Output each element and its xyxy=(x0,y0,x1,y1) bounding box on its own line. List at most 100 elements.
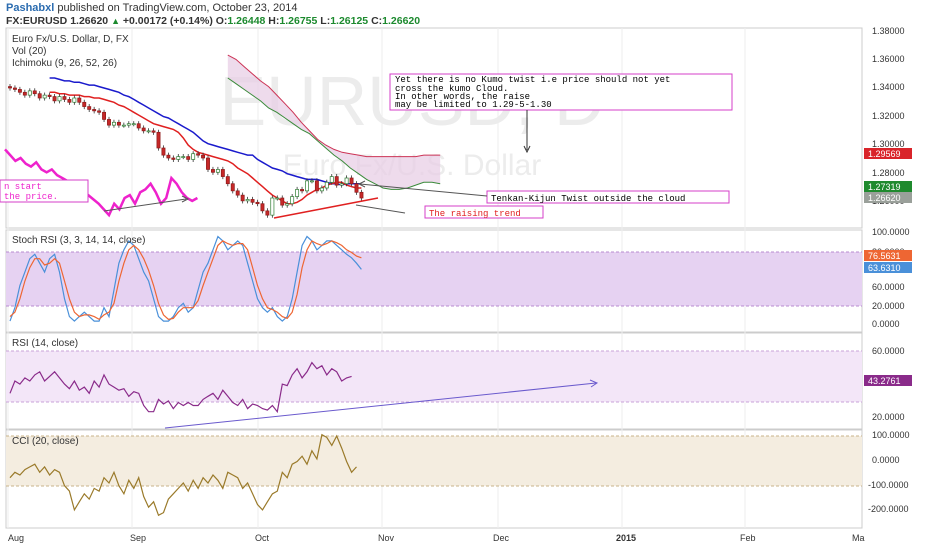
cci-band xyxy=(6,436,862,486)
candle xyxy=(201,152,205,161)
candle-body xyxy=(161,147,166,156)
symbol: FX:EURUSD xyxy=(6,15,68,27)
candle-body xyxy=(136,123,141,129)
candle-body xyxy=(230,183,235,192)
annotation-trend[interactable]: The raising trend xyxy=(424,205,544,219)
candle-body xyxy=(72,97,77,103)
candle-body xyxy=(146,130,151,133)
candle-body xyxy=(57,96,62,102)
candle-body xyxy=(324,181,329,189)
candle xyxy=(156,129,161,151)
rsi-trend-line xyxy=(164,382,597,429)
candle-body xyxy=(27,90,32,96)
candle xyxy=(136,121,141,131)
candle-body xyxy=(245,199,250,202)
kumo-line-4: may be limited to 1.29-5-1.30 xyxy=(395,100,552,110)
low-value: 1.26125 xyxy=(330,15,369,27)
candle xyxy=(280,195,285,208)
stoch-d-line xyxy=(9,240,362,321)
candle-body xyxy=(62,96,67,100)
candle xyxy=(176,154,181,162)
candle-body xyxy=(314,180,319,192)
candle xyxy=(260,201,265,214)
publish-line: Pashabxl published on TradingView.com, O… xyxy=(6,2,298,14)
candle-body xyxy=(52,96,57,102)
candle-body xyxy=(126,123,131,126)
candles xyxy=(8,84,364,218)
candle xyxy=(131,121,136,127)
lagging-span-line xyxy=(4,148,199,218)
candle-body xyxy=(102,111,106,120)
ytick-main-5: 1.28000 xyxy=(872,168,905,178)
candle xyxy=(146,128,151,134)
candle xyxy=(220,166,225,180)
ytick-rsi-1: 20.0000 xyxy=(872,412,905,422)
xtick-4: Dec xyxy=(493,533,510,543)
candle xyxy=(52,94,57,104)
ytick-cci-1: 0.0000 xyxy=(872,455,900,465)
candle-body xyxy=(240,194,245,202)
candle-body xyxy=(121,124,126,127)
close-value: 1.26620 xyxy=(382,15,421,27)
candle-body xyxy=(87,106,92,110)
candle-body xyxy=(42,94,47,99)
ytick-stoch-0: 100.0000 xyxy=(872,227,910,237)
candle-body xyxy=(354,183,359,193)
candle xyxy=(8,84,12,91)
vol-label: Vol (20) xyxy=(12,46,46,57)
published-text: published on TradingView.com, October 23… xyxy=(57,2,298,14)
annotation-left[interactable]: n start the price. xyxy=(0,179,89,203)
candle-body xyxy=(310,180,314,183)
candle-body xyxy=(349,177,354,185)
candle xyxy=(211,166,215,175)
xtick-2: Oct xyxy=(255,533,270,543)
kijun-line xyxy=(49,77,362,186)
annotation-kumo[interactable]: Yet there is no Kumo twist i.e price sho… xyxy=(389,73,733,111)
candle xyxy=(27,88,32,98)
candle xyxy=(97,108,102,115)
candle xyxy=(206,155,210,172)
candle-body xyxy=(206,157,210,170)
annotation-tk[interactable]: Tenkan-Kijun Twist outside the cloud xyxy=(486,190,730,204)
label-rsi: 43.2761 xyxy=(868,376,901,386)
xtick-0: Aug xyxy=(8,533,24,543)
label-tenkan: 1.27319 xyxy=(868,182,901,192)
candle xyxy=(359,189,364,201)
candle-body xyxy=(215,169,220,173)
candle xyxy=(319,185,324,194)
author-link[interactable]: Pashabxl xyxy=(6,2,55,14)
candle xyxy=(126,121,131,128)
candle xyxy=(196,151,201,158)
rsi-line xyxy=(9,361,352,414)
candle xyxy=(32,88,37,97)
candle xyxy=(62,94,67,102)
symbol-line: FX:EURUSD 1.26620 ▲ +0.00172 (+0.14%) O:… xyxy=(6,15,421,27)
candle-body xyxy=(211,169,215,173)
candle-body xyxy=(17,89,22,93)
tenkan-line xyxy=(49,91,362,205)
candle xyxy=(102,109,106,122)
high-value: 1.26755 xyxy=(279,15,318,27)
candle-body xyxy=(270,197,275,216)
candle-body xyxy=(8,86,12,89)
candle-body xyxy=(344,177,349,185)
candle xyxy=(191,151,196,162)
ytick-stoch-4: 20.0000 xyxy=(872,301,905,311)
ytick-main-0: 1.38000 xyxy=(872,26,905,36)
candle xyxy=(305,178,309,194)
candle xyxy=(82,99,87,110)
candle-body xyxy=(37,93,42,99)
candle-body xyxy=(107,119,111,126)
candle-body xyxy=(339,183,344,186)
candle xyxy=(111,119,116,128)
candle xyxy=(17,86,22,95)
candle xyxy=(230,181,235,194)
candle-body xyxy=(186,156,191,160)
candle xyxy=(290,194,295,207)
candle xyxy=(57,94,62,104)
candle-body xyxy=(111,121,116,126)
ichimoku-label: Ichimoku (9, 26, 52, 26) xyxy=(12,58,117,69)
ytick-stoch-5: 0.0000 xyxy=(872,319,900,329)
candle-body xyxy=(131,123,136,126)
